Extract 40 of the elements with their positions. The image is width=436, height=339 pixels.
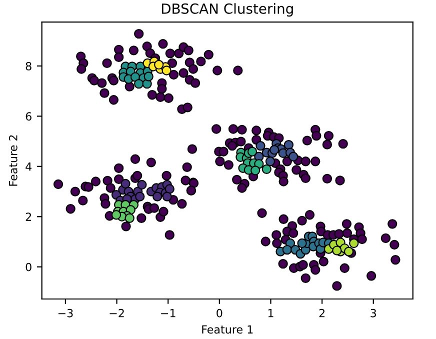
point [349, 238, 359, 248]
chart-title: DBSCAN Clustering [162, 3, 293, 17]
y-tick-label: 4 [26, 162, 32, 171]
point [247, 146, 258, 156]
point [282, 244, 292, 255]
x-tick-label: 2 [319, 308, 324, 318]
y-tick-label: 0 [26, 262, 32, 272]
point [120, 178, 130, 189]
point [111, 210, 122, 220]
point [297, 238, 307, 248]
y-tick-label: 2 [26, 212, 32, 221]
point [137, 180, 147, 190]
x-tick-label: −3 [58, 308, 73, 318]
point [154, 60, 164, 70]
point [269, 145, 280, 155]
x-tick-label: −1 [161, 309, 176, 318]
point [332, 246, 342, 256]
point [164, 184, 174, 194]
point [144, 72, 154, 82]
y-tick-label: 6 [26, 112, 32, 121]
point [284, 140, 294, 150]
point [152, 192, 162, 202]
y-axis-title: Feature 2 [8, 135, 18, 186]
x-tick-label: 1 [268, 309, 274, 318]
point [265, 156, 276, 166]
point [124, 213, 134, 223]
x-axis-title: Feature 1 [202, 325, 253, 334]
point [250, 166, 260, 176]
point [256, 140, 266, 151]
x-tick-label: 3 [370, 308, 376, 318]
point [134, 78, 144, 89]
point [344, 246, 354, 256]
x-tick-label: −2 [110, 308, 124, 318]
point [288, 152, 298, 162]
y-tick-label: 8 [26, 62, 32, 70]
x-tick-label: 0 [216, 308, 222, 318]
point [262, 164, 272, 174]
point [135, 192, 145, 202]
point [162, 192, 172, 202]
point [162, 66, 172, 76]
